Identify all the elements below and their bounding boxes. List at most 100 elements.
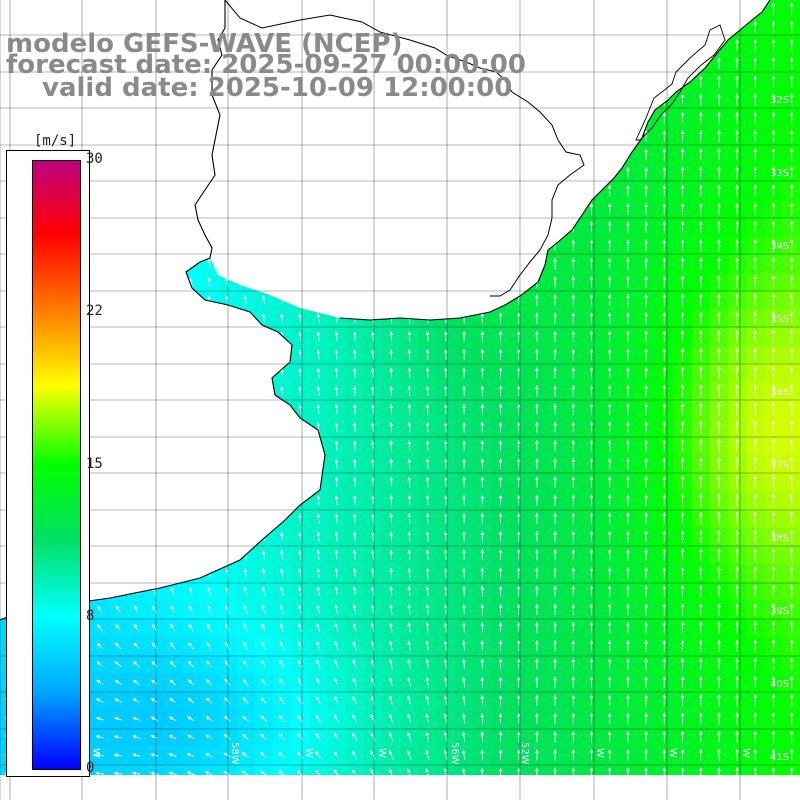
wind-arrow <box>771 220 776 234</box>
wind-arrow <box>553 275 557 288</box>
wind-speed-cell <box>163 764 183 775</box>
wind-arrow <box>771 256 776 270</box>
wind-arrow <box>662 220 667 234</box>
wind-arrow <box>626 257 630 270</box>
wind-speed-cell <box>109 764 128 775</box>
wind-arrow <box>753 93 758 106</box>
wind-arrow <box>753 256 758 270</box>
wind-arrow <box>698 220 703 234</box>
longitude-label: W <box>303 748 314 758</box>
wind-arrow <box>789 129 794 143</box>
wind-arrow <box>316 312 321 324</box>
wind-arrow <box>753 184 758 197</box>
wind-arrow <box>771 165 776 179</box>
wind-arrow <box>662 202 667 215</box>
wind-speed-cell <box>436 764 456 775</box>
longitude-label: 56W <box>449 742 460 765</box>
wind-arrow <box>771 93 776 106</box>
wind-arrow <box>789 56 794 70</box>
wind-arrow <box>753 75 758 88</box>
wind-arrow <box>680 293 685 307</box>
wind-arrow <box>680 166 685 179</box>
wind-arrow <box>698 75 703 88</box>
wind-arrow <box>698 275 703 288</box>
wind-arrow <box>644 275 648 288</box>
wind-arrow <box>717 166 721 179</box>
wind-arrow <box>571 293 576 306</box>
wind-arrow <box>717 184 721 197</box>
wind-arrow <box>735 75 739 88</box>
wind-arrow <box>753 56 758 70</box>
colorbar-tick-label: 0 <box>86 760 95 776</box>
wind-arrow <box>589 202 594 215</box>
wind-arrow <box>789 2 794 15</box>
wind-arrow <box>735 93 739 106</box>
wind-speed-cell <box>254 764 274 775</box>
wind-arrow <box>735 293 739 307</box>
wind-arrow <box>753 111 758 125</box>
wind-arrow <box>571 257 576 270</box>
wind-arrow <box>771 147 776 161</box>
wind-arrow <box>698 111 703 124</box>
wind-arrow <box>662 257 667 270</box>
latitude-label: 35S <box>770 314 790 325</box>
wind-arrow <box>680 148 685 161</box>
longitude-label: W <box>17 748 28 758</box>
wind-arrow <box>662 293 667 306</box>
wind-arrow <box>771 56 776 70</box>
wind-arrow <box>644 166 648 179</box>
wind-arrow <box>789 111 794 125</box>
wind-arrow <box>680 275 685 288</box>
wind-arrow <box>662 148 667 161</box>
wind-arrow <box>662 129 667 142</box>
wind-arrow <box>553 293 557 306</box>
wind-arrow <box>771 38 776 52</box>
wind-arrow <box>735 202 739 216</box>
wind-arrow <box>680 129 685 142</box>
colorbar-tick-label: 22 <box>86 303 103 319</box>
wind-arrow <box>662 239 667 252</box>
wind-arrow <box>607 202 612 215</box>
wind-arrow <box>717 93 721 106</box>
wind-speed-cell <box>400 764 420 775</box>
longitude-label: W <box>594 748 605 758</box>
wind-arrow <box>644 220 648 233</box>
wind-arrow <box>607 239 612 252</box>
wind-arrow <box>753 147 758 161</box>
wind-arrow <box>298 313 302 323</box>
latitude-label: 36S <box>770 387 790 398</box>
latitude-label: 39S <box>770 606 790 617</box>
wind-speed-cell <box>309 764 329 775</box>
wind-speed-cell <box>145 764 165 775</box>
wind-speed-cell <box>345 764 365 775</box>
coastline-north-shore <box>339 0 771 321</box>
wind-arrow <box>789 38 794 52</box>
wind-arrow <box>698 93 703 106</box>
wind-arrow <box>680 220 685 234</box>
wind-arrow <box>789 93 794 106</box>
wind-arrow <box>626 166 630 179</box>
wind-arrow <box>607 257 612 270</box>
wind-arrow <box>753 238 758 252</box>
wind-arrow <box>680 184 685 197</box>
wind-arrow <box>735 184 739 197</box>
wind-arrow <box>771 129 776 143</box>
wind-arrow <box>589 275 594 288</box>
wind-arrow <box>626 275 630 288</box>
wind-arrow <box>789 202 794 216</box>
colorbar-tick-label: 30 <box>86 151 103 167</box>
wind-arrow <box>644 202 648 215</box>
wind-arrow <box>789 256 794 270</box>
wind-speed-cell <box>382 764 401 775</box>
wind-arrow <box>771 238 776 252</box>
wind-arrow <box>644 257 648 270</box>
colorbar-gradient <box>32 160 81 770</box>
wind-speed-cell <box>364 764 383 775</box>
latitude-label: 38S <box>770 533 790 544</box>
wind-arrow <box>680 93 685 106</box>
latitude-label: 37S <box>770 460 790 471</box>
wind-arrow <box>789 274 794 289</box>
colorbar-tick-label: 8 <box>86 608 95 624</box>
latitude-label: 40S <box>770 679 790 690</box>
